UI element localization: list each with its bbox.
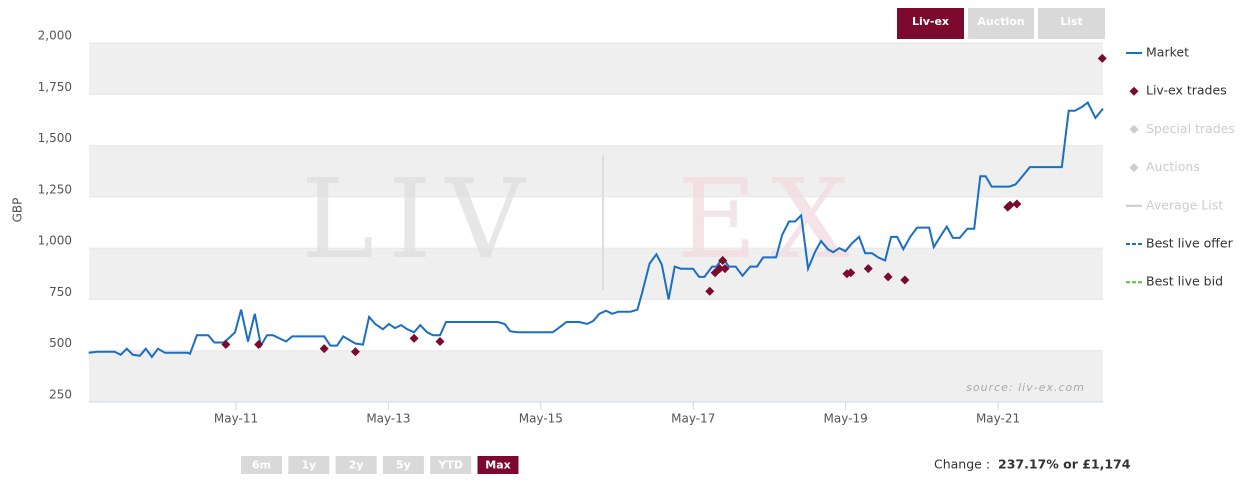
trade-point — [846, 268, 856, 278]
range-button-label[interactable]: 1y — [301, 459, 316, 472]
trade-point — [1097, 53, 1107, 63]
y-tick-label: 1,250 — [38, 182, 72, 196]
x-tick-label: May-19 — [824, 412, 868, 426]
legend-label[interactable]: Liv-ex trades — [1146, 83, 1227, 98]
y-tick-label: 1,000 — [38, 234, 72, 248]
source: source: liv-ex.com — [966, 381, 1085, 394]
legend-label[interactable]: Best live offer — [1146, 236, 1234, 251]
trade-point — [319, 344, 329, 354]
y-tick-label: 250 — [49, 388, 72, 402]
trade-point — [254, 340, 264, 350]
grid-band — [89, 350, 1103, 402]
y-tick-label: 1,750 — [38, 80, 72, 94]
trade-point — [720, 264, 730, 274]
range-button[interactable] — [382, 456, 424, 474]
legend-symbol — [1129, 163, 1139, 173]
y-tick-label: 500 — [49, 336, 72, 350]
view-button-label[interactable]: Liv-ex — [912, 15, 949, 28]
watermark-right: EX — [677, 155, 864, 283]
view-button-label[interactable]: Auction — [977, 15, 1024, 28]
legend-label[interactable]: Auctions — [1146, 159, 1200, 174]
trade-point — [1012, 199, 1022, 209]
y-tick-label: 750 — [49, 285, 72, 299]
trade-point — [409, 333, 419, 343]
legend-label[interactable]: Market — [1146, 45, 1189, 60]
trade-point — [883, 272, 893, 282]
view-button-label[interactable]: List — [1060, 15, 1083, 28]
legend-label[interactable]: Best live bid — [1146, 274, 1223, 289]
view-button[interactable] — [1038, 8, 1105, 39]
x-tick-label: May-13 — [366, 412, 410, 426]
trade-point — [900, 275, 910, 285]
trade-point — [863, 264, 873, 274]
legend-symbol — [1129, 124, 1139, 134]
range-button[interactable] — [477, 456, 519, 474]
y-tick-label: 2,000 — [38, 29, 72, 43]
y-tick-label: 1,500 — [38, 131, 72, 145]
range-button-label[interactable]: 6m — [252, 459, 271, 472]
legend-label[interactable]: Average List — [1146, 197, 1223, 212]
watermark-left: LIV — [301, 155, 539, 283]
grid-band — [89, 145, 1103, 197]
grid-band — [89, 43, 1103, 95]
range-button-label[interactable]: YTD — [437, 459, 463, 472]
grid-band — [89, 248, 1103, 300]
x-tick-label: May-15 — [519, 412, 563, 426]
trade-point — [350, 347, 360, 357]
change-label: Change : — [934, 457, 990, 472]
market-line — [88, 100, 1104, 359]
legend-symbol — [1129, 86, 1139, 96]
trade-point — [715, 264, 725, 274]
view-button[interactable] — [897, 8, 964, 39]
range-button[interactable] — [288, 456, 330, 474]
range-button[interactable] — [430, 456, 472, 474]
trade-point — [221, 340, 231, 350]
x-tick-label: May-21 — [976, 412, 1020, 426]
trade-point — [705, 286, 715, 296]
range-button[interactable] — [241, 456, 282, 474]
plot-background — [89, 43, 1103, 402]
range-button-label[interactable]: 2y — [349, 459, 364, 472]
y-axis-label: GBP — [11, 198, 25, 223]
view-button[interactable] — [968, 8, 1034, 39]
range-button-label[interactable]: Max — [485, 459, 510, 472]
x-tick-label: May-17 — [671, 412, 715, 426]
range-button[interactable] — [335, 456, 377, 474]
change-value: 237.17% or £1,174 — [998, 457, 1131, 472]
trade-point — [1005, 200, 1015, 210]
x-tick-label: May-11 — [214, 412, 258, 426]
trade-point — [435, 336, 445, 346]
trade-point — [718, 255, 728, 265]
range-button-label[interactable]: 5y — [396, 459, 411, 472]
legend-label[interactable]: Special trades — [1146, 121, 1235, 136]
